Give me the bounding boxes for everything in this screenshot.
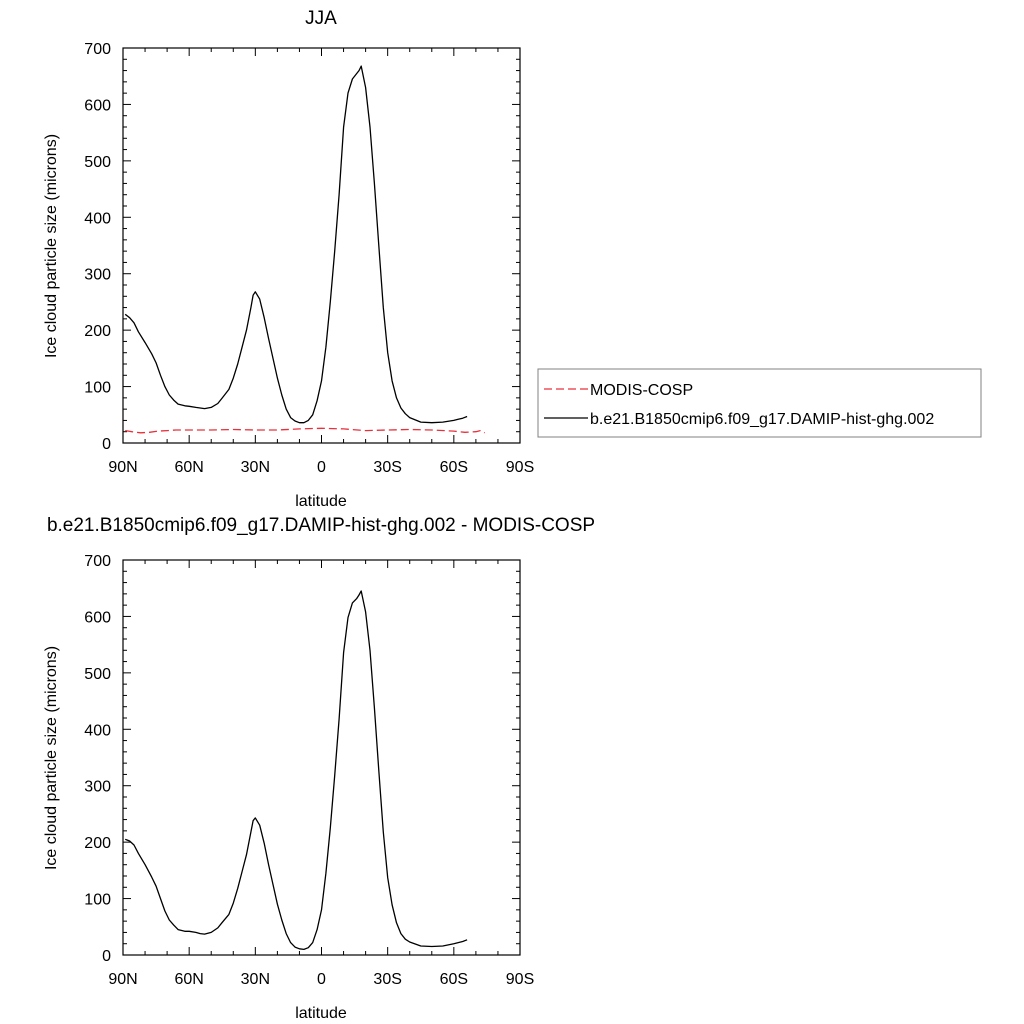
top-x-tick-label: 0: [317, 459, 326, 476]
top-x-tick-label: 60N: [174, 459, 203, 476]
bottom-x-axis-label: latitude: [295, 1005, 347, 1022]
top-chart-title: JJA: [305, 8, 337, 29]
legend-label-modis: MODIS-COSP: [590, 382, 693, 399]
bottom-chart-panel: b.e21.B1850cmip6.f09_g17.DAMIP-hist-ghg.…: [43, 515, 595, 1022]
top-y-tick-label: 700: [84, 41, 111, 58]
top-x-tick-label: 30S: [373, 459, 401, 476]
bottom-y-tick-label: 700: [84, 553, 111, 570]
bottom-y-tick-label: 0: [102, 948, 111, 965]
top-y-tick-label: 500: [84, 154, 111, 171]
top-x-tick-label: 30N: [241, 459, 270, 476]
bottom-y-tick-label: 200: [84, 835, 111, 852]
top-chart-panel: JJA 0 100 200 300 400 500 600 700 90N 60N 30N 0 30S 6…: [43, 8, 534, 510]
bottom-plot-frame: [122, 559, 521, 956]
top-y-axis-label: Ice cloud particle size (microns): [43, 134, 60, 358]
top-y-tick-label: 100: [84, 380, 111, 397]
bottom-x-tick-label: 30N: [241, 971, 270, 988]
bottom-chart-series: [124, 590, 468, 951]
bottom-y-tick-label: 600: [84, 609, 111, 626]
top-plot-frame: [122, 47, 521, 444]
bottom-x-tick-label: 60S: [440, 971, 468, 988]
bottom-y-tick-label: 300: [84, 779, 111, 796]
legend-label-model: b.e21.B1850cmip6.f09_g17.DAMIP-hist-ghg.…: [590, 411, 934, 428]
top-y-tick-label: 400: [84, 210, 111, 227]
top-series-line-modis: [125, 427, 485, 434]
bottom-y-tick-label: 500: [84, 666, 111, 683]
top-y-tick-label: 200: [84, 323, 111, 340]
legend-box: [537, 368, 982, 438]
legend: MODIS-COSP b.e21.B1850cmip6.f09_g17.DAMI…: [537, 368, 982, 438]
bottom-chart-ticks: 0 100 200 300 400 500 600 700 90N 60N 30N 0 30S 60S 90…: [84, 553, 534, 988]
bottom-y-tick-label: 400: [84, 722, 111, 739]
bottom-chart-title: b.e21.B1850cmip6.f09_g17.DAMIP-hist-ghg.…: [47, 515, 595, 536]
top-series-line-model: [124, 65, 468, 424]
bottom-x-tick-label: 60N: [174, 971, 203, 988]
top-chart-ticks: 0 100 200 300 400 500 600 700 90N 60N 30N 0 30S 60S 90…: [84, 41, 534, 476]
bottom-y-axis-label: Ice cloud particle size (microns): [43, 646, 60, 870]
bottom-x-tick-label: 90S: [506, 971, 534, 988]
top-x-tick-label: 90N: [108, 459, 137, 476]
top-y-tick-label: 300: [84, 267, 111, 284]
top-x-axis-label: latitude: [295, 493, 347, 510]
bottom-x-tick-label: 30S: [373, 971, 401, 988]
bottom-x-tick-label: 0: [317, 971, 326, 988]
bottom-y-tick-label: 100: [84, 892, 111, 909]
bottom-x-tick-label: 90N: [108, 971, 137, 988]
top-y-tick-label: 600: [84, 97, 111, 114]
top-x-tick-label: 90S: [506, 459, 534, 476]
top-chart-series: [124, 65, 485, 434]
top-x-tick-label: 60S: [440, 459, 468, 476]
bottom-series-line-model: [124, 590, 468, 951]
top-y-tick-label: 0: [102, 436, 111, 453]
